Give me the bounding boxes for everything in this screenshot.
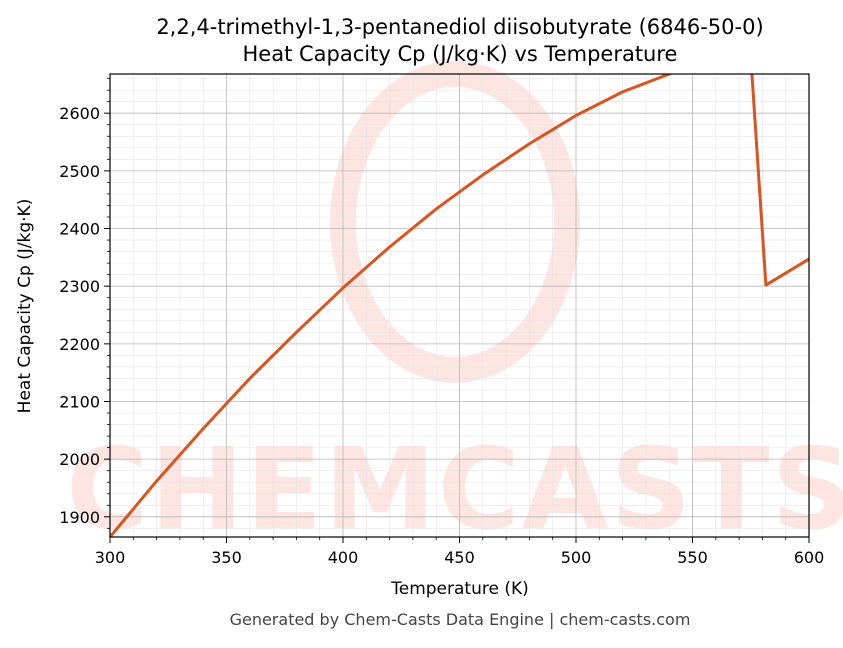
series-line-0: [110, 74, 809, 537]
y-tick-label: 2500: [59, 162, 100, 181]
watermark-swirl: [330, 61, 580, 383]
footer-credit: Generated by Chem-Casts Data Engine | ch…: [230, 610, 691, 629]
chart-title-line2: Heat Capacity Cp (J/kg·K) vs Temperature: [243, 42, 678, 66]
y-tick-label: 1900: [59, 508, 100, 527]
y-tick-label: 2200: [59, 335, 100, 354]
x-axis-ticks: 300 350 400 450 500 550 600: [95, 537, 825, 567]
series-layer: [110, 74, 809, 537]
watermark: CHEMCASTS: [66, 61, 843, 555]
x-tick-label: 550: [677, 548, 708, 567]
y-axis-label: Heat Capacity Cp (J/kg·K): [15, 199, 35, 414]
y-tick-label: 2100: [59, 393, 100, 412]
watermark-text: CHEMCASTS: [66, 425, 843, 555]
chart-title-line1: 2,2,4-trimethyl-1,3-pentanediol diisobut…: [156, 15, 763, 39]
y-tick-label: 2600: [59, 104, 100, 123]
y-tick-label: 2400: [59, 220, 100, 239]
y-tick-label: 2300: [59, 277, 100, 296]
x-tick-label: 500: [561, 548, 592, 567]
x-axis-label: Temperature (K): [390, 579, 529, 599]
y-tick-label: 2000: [59, 450, 100, 469]
x-tick-label: 350: [211, 548, 242, 567]
x-tick-label: 300: [95, 548, 126, 567]
x-tick-label: 450: [444, 548, 475, 567]
x-tick-label: 400: [328, 548, 359, 567]
x-tick-label: 600: [794, 548, 825, 567]
y-axis-ticks: 1900 2000 2100 2200 2300 2400 2500 2600: [59, 78, 110, 529]
